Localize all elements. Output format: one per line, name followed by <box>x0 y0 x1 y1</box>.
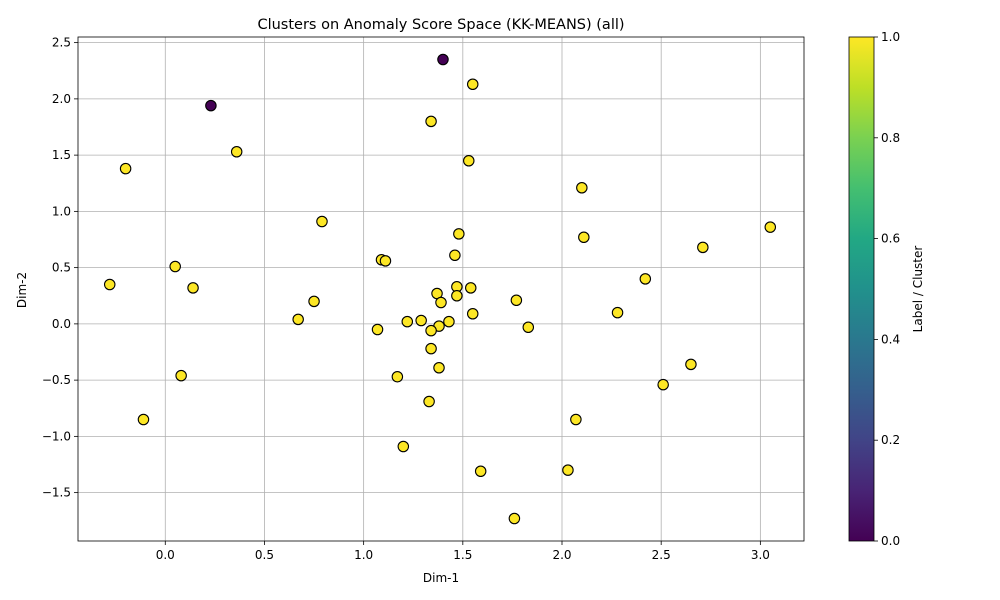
data-point <box>292 313 304 326</box>
x-tick-label: 1.5 <box>453 548 472 562</box>
y-tick-label: 0.5 <box>52 261 71 275</box>
data-point <box>137 413 150 426</box>
data-point <box>697 241 709 254</box>
plot-frame <box>77 36 805 542</box>
y-tick-label: 1.0 <box>52 204 71 218</box>
chart-title: Clusters on Anomaly Score Space (KK-MEAN… <box>257 17 624 33</box>
y-tick-label: −1.0 <box>42 429 71 443</box>
data-point <box>205 99 217 112</box>
data-point <box>451 289 463 302</box>
data-point <box>443 315 455 328</box>
data-point <box>169 260 181 273</box>
data-point <box>522 321 535 333</box>
data-point <box>397 440 410 453</box>
data-point <box>175 369 187 382</box>
data-point <box>639 273 652 285</box>
colorbar: 0.0 0.2 0.4 0.6 0.8 1.0 Label / Cluster <box>848 30 925 548</box>
colorbar-tick-label: 0.2 <box>881 433 900 447</box>
colorbar-tick-label: 0.4 <box>881 332 900 346</box>
colorbar-label: Label / Cluster <box>911 246 925 333</box>
data-point <box>425 115 437 128</box>
data-point <box>371 323 384 336</box>
data-point <box>435 296 447 309</box>
data-point <box>562 464 574 476</box>
data-point <box>508 512 521 525</box>
data-point <box>103 278 116 291</box>
data-point <box>379 255 392 267</box>
colorbar-tick-label: 0.6 <box>881 232 900 246</box>
data-point <box>466 78 479 91</box>
y-tick-label: 2.0 <box>52 92 71 106</box>
y-tick-label: 1.5 <box>52 148 71 162</box>
x-tick-label: 2.5 <box>652 548 671 562</box>
y-tick-label: −1.5 <box>42 486 71 500</box>
data-point <box>119 162 132 175</box>
data-point <box>578 231 590 244</box>
colorbar-ticks: 0.0 0.2 0.4 0.6 0.8 1.0 <box>874 30 900 548</box>
data-point <box>401 315 414 328</box>
data-point <box>437 53 449 66</box>
data-point <box>570 413 582 426</box>
data-point <box>510 294 523 306</box>
data-point <box>423 395 435 408</box>
x-tick-label: 2.0 <box>552 548 571 562</box>
data-point <box>657 378 669 391</box>
y-tick-label: 2.5 <box>52 36 71 50</box>
data-point <box>453 228 465 240</box>
data-point <box>685 358 697 371</box>
y-tick-label: 0.0 <box>52 317 71 331</box>
data-point <box>425 324 437 337</box>
colorbar-tick-label: 1.0 <box>881 30 900 44</box>
data-point <box>316 215 328 228</box>
x-tick-label: 0.5 <box>255 548 274 562</box>
data-point <box>611 306 624 319</box>
data-point <box>463 155 475 167</box>
data-point <box>576 182 588 194</box>
data-point <box>465 282 477 294</box>
x-axis-title: Dim-1 <box>423 571 459 585</box>
x-tick-label: 1.0 <box>354 548 373 562</box>
data-point <box>187 282 199 294</box>
y-tick-label: −0.5 <box>42 373 71 387</box>
data-point <box>449 249 461 262</box>
data-point <box>466 307 479 320</box>
data-point <box>230 146 243 158</box>
data-point <box>391 370 404 383</box>
data-point <box>474 465 487 477</box>
data-point <box>425 342 437 355</box>
colorbar-tick-label: 0.0 <box>881 534 900 548</box>
x-tick-label: 0.0 <box>156 548 175 562</box>
data-point <box>764 221 777 233</box>
plot-area: 0.0 0.5 1.0 1.5 2.0 2.5 3.0 −1.5 −1.0 −0.5 0.0 0.5 1… <box>42 36 805 562</box>
colorbar-gradient <box>848 36 875 542</box>
colorbar-tick-label: 0.8 <box>881 131 900 145</box>
data-point <box>433 361 445 374</box>
y-axis-title: Dim-2 <box>15 272 29 308</box>
data-point <box>308 295 320 308</box>
x-tick-label: 3.0 <box>751 548 770 562</box>
data-point <box>415 314 427 327</box>
